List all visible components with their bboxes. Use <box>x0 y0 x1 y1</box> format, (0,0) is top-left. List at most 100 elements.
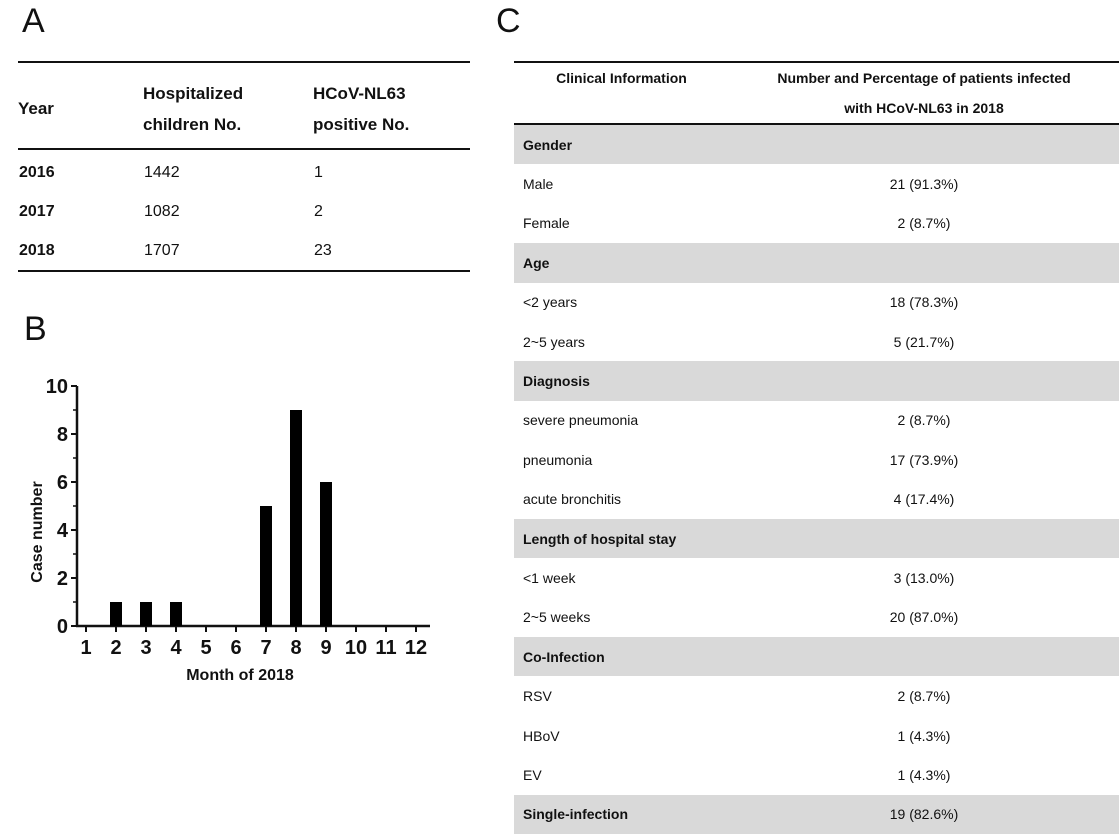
row-label: Female <box>523 215 570 232</box>
row-value: 1 (4.3%) <box>897 727 951 744</box>
table-row: pneumonia 17 (73.9%) <box>514 440 1119 479</box>
section-row-coinfection: Co-Infection <box>514 637 1119 677</box>
table-header-row: Clinical Information Number and Percenta… <box>514 62 1119 124</box>
positive-cell: 23 <box>314 241 332 259</box>
row-label: EV <box>523 766 542 783</box>
x-tick-label: 5 <box>200 637 211 659</box>
row-label: HBoV <box>523 727 560 744</box>
section-label: Length of hospital stay <box>514 518 1119 559</box>
table-row: 2~5 years 5 (21.7%) <box>514 322 1119 361</box>
table-row: Male 21 (91.3%) <box>514 164 1119 203</box>
table-row: 2017 1082 2 <box>18 192 470 231</box>
x-tick-label: 10 <box>345 637 367 659</box>
x-tick-label: 7 <box>260 637 271 659</box>
header-col2-line1: Number and Percentage of patients infect… <box>777 70 1071 86</box>
section-row-single-infection: Single-infection 19 (82.6%) <box>514 794 1119 834</box>
table-row: severe pneumonia 2 (8.7%) <box>514 401 1119 440</box>
table-row: acute bronchitis 4 (17.4%) <box>514 480 1119 519</box>
section-row-age: Age <box>514 243 1119 283</box>
table-row: 2016 1442 1 <box>18 149 470 192</box>
bar <box>170 602 182 626</box>
panel-label-a: A <box>22 2 45 40</box>
row-label: pneumonia <box>523 451 593 468</box>
row-value: 17 (73.9%) <box>889 451 959 468</box>
section-row-hospital-stay: Length of hospital stay <box>514 518 1119 559</box>
positive-cell: 2 <box>314 202 323 220</box>
section-label: Single-infection <box>514 794 729 834</box>
x-tick-label: 12 <box>405 637 427 659</box>
header-number-percentage: Number and Percentage of patients infect… <box>729 62 1119 124</box>
section-row-diagnosis: Diagnosis <box>514 361 1119 401</box>
row-label: <2 years <box>523 294 578 311</box>
table-row: RSV 2 (8.7%) <box>514 676 1119 715</box>
y-tick-label: 10 <box>46 376 68 398</box>
table-row: 2018 1707 23 <box>18 231 470 271</box>
bar <box>140 602 152 626</box>
y-tick-label: 0 <box>57 616 68 638</box>
hospitalized-cell: 1442 <box>144 163 180 181</box>
header-year: Year <box>18 99 54 118</box>
row-value: 18 (78.3%) <box>889 294 959 311</box>
header-positive: HCoV-NL63 positive No. <box>313 62 470 149</box>
y-tick-label: 6 <box>57 472 68 494</box>
x-axis-title: Month of 2018 <box>186 667 294 684</box>
header-col2-line2: with HCoV-NL63 in 2018 <box>844 100 1004 116</box>
y-tick-label: 8 <box>57 424 68 446</box>
row-value: 4 (17.4%) <box>893 491 955 508</box>
yearly-cases-table: Year Hospitalized children No. HCoV-NL63… <box>18 61 470 272</box>
section-row-gender: Gender <box>514 124 1119 165</box>
year-cell: 2016 <box>19 163 55 181</box>
panel-label-b: B <box>24 310 47 348</box>
table-row: 2~5 weeks 20 (87.0%) <box>514 598 1119 637</box>
row-value: 1 (4.3%) <box>897 766 951 783</box>
hospitalized-cell: 1082 <box>144 202 180 220</box>
row-value: 2 (8.7%) <box>897 688 951 705</box>
table-row: <1 week 3 (13.0%) <box>514 558 1119 597</box>
y-tick-label: 4 <box>57 520 69 542</box>
row-value: 3 (13.0%) <box>893 569 955 586</box>
header-hospitalized-line1: Hospitalized <box>143 83 244 103</box>
x-tick-label: 2 <box>110 637 121 659</box>
section-label: Age <box>514 243 1119 283</box>
section-label: Gender <box>514 124 1119 165</box>
y-axis-title: Case number <box>29 481 46 582</box>
row-label: severe pneumonia <box>523 412 639 429</box>
row-value: 19 (82.6%) <box>729 794 1119 834</box>
bar <box>260 506 272 626</box>
row-label: Male <box>523 176 554 193</box>
table-header-row: Year Hospitalized children No. HCoV-NL63… <box>18 62 470 149</box>
row-value: 2 (8.7%) <box>897 412 951 429</box>
row-label: RSV <box>523 688 552 705</box>
x-tick-label: 6 <box>230 637 241 659</box>
year-cell: 2017 <box>19 202 55 220</box>
y-tick-label: 2 <box>57 568 68 590</box>
header-hospitalized: Hospitalized children No. <box>143 62 313 149</box>
section-label: Diagnosis <box>514 361 1119 401</box>
row-value: 21 (91.3%) <box>889 176 959 193</box>
header-hospitalized-line2: children No. <box>143 114 242 134</box>
table-row: HBoV 1 (4.3%) <box>514 716 1119 755</box>
table-row: Female 2 (8.7%) <box>514 204 1119 243</box>
bar <box>110 602 122 626</box>
row-label: acute bronchitis <box>523 491 622 508</box>
section-label: Co-Infection <box>514 637 1119 677</box>
panel-label-c: C <box>496 2 521 40</box>
x-tick-label: 8 <box>290 637 301 659</box>
row-label: 2~5 weeks <box>523 609 591 626</box>
header-positive-line1: HCoV-NL63 <box>313 83 406 103</box>
row-label: <1 week <box>523 569 576 586</box>
header-positive-line2: positive No. <box>313 114 410 134</box>
bar <box>320 482 332 626</box>
bar <box>290 410 302 626</box>
table-row: EV 1 (4.3%) <box>514 755 1119 794</box>
row-value: 20 (87.0%) <box>889 609 959 626</box>
hospitalized-cell: 1707 <box>144 241 180 259</box>
x-tick-label: 4 <box>170 637 182 659</box>
positive-cell: 1 <box>314 163 323 181</box>
row-value: 5 (21.7%) <box>893 333 955 350</box>
year-cell: 2018 <box>19 241 55 259</box>
x-tick-label: 11 <box>375 637 396 659</box>
x-tick-label: 1 <box>80 637 91 659</box>
